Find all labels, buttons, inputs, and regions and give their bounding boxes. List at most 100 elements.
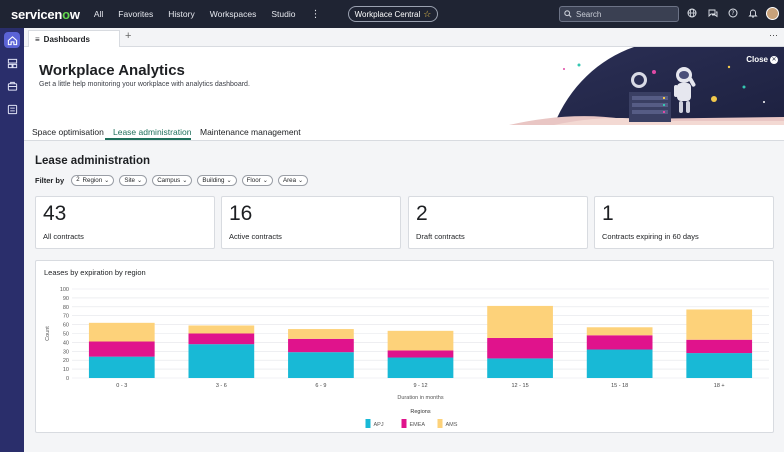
nav-favorites[interactable]: Favorites — [118, 9, 154, 19]
filter-area[interactable]: Area ⌄ — [277, 174, 309, 186]
filter-site[interactable]: Site ⌄ — [119, 174, 148, 186]
bar-segment-apj — [586, 349, 653, 378]
kpi-label: Draft contracts — [416, 232, 465, 241]
y-tick-label: 0 — [66, 376, 69, 382]
bar-segment-ams — [586, 327, 653, 336]
filter-region-count: 2 — [76, 177, 80, 183]
filter-floor-label: Floor — [246, 176, 261, 184]
x-tick-label: 6 - 9 — [315, 383, 326, 389]
kpi-value: 16 — [229, 202, 253, 225]
legend-label-emea: EMEA — [410, 422, 426, 428]
page-title: Workplace Analytics — [39, 62, 185, 79]
y-tick-label: 60 — [63, 323, 69, 329]
top-navigation-bar: servicenow All Favorites History Workspa… — [0, 0, 784, 28]
bar-segment-apj — [188, 344, 255, 378]
bar-segment-apj — [686, 353, 753, 378]
workspace-pill-label: Workplace Central — [354, 9, 421, 19]
nav-studio[interactable]: Studio — [271, 9, 296, 19]
nav-more-icon[interactable]: ⋮ — [310, 8, 321, 20]
globe-icon[interactable] — [686, 8, 698, 20]
chevron-down-icon: ⌄ — [104, 176, 110, 184]
x-tick-label: 12 - 15 — [512, 383, 529, 389]
nav-workspaces[interactable]: Workspaces — [209, 9, 257, 19]
x-tick-label: 9 - 12 — [413, 383, 427, 389]
y-tick-label: 100 — [60, 287, 69, 293]
bar-segment-emea — [88, 341, 155, 357]
legend-swatch-apj — [365, 419, 371, 428]
nav-history[interactable]: History — [168, 9, 195, 19]
chart-title: Leases by expiration by region — [44, 268, 146, 277]
y-tick-label: 20 — [63, 358, 69, 364]
dashboard-icon[interactable] — [4, 55, 20, 71]
kpi-all-contracts[interactable]: 43 All contracts — [35, 196, 215, 249]
filter-building[interactable]: Building ⌄ — [197, 174, 237, 186]
chat-icon[interactable] — [707, 8, 719, 20]
tab-overflow-icon[interactable]: ··· — [769, 30, 778, 40]
nav-all[interactable]: All — [93, 9, 104, 19]
filter-site-label: Site — [124, 176, 135, 184]
close-icon: ✕ — [770, 55, 778, 64]
workspace-pill[interactable]: Workplace Central ☆ — [348, 6, 438, 22]
tab-maintenance-management[interactable]: Maintenance management — [200, 127, 301, 137]
search-input[interactable]: Search — [559, 6, 679, 22]
left-sidebar — [0, 28, 24, 452]
search-placeholder: Search — [576, 9, 602, 19]
main-content: Lease administration Filter by 2 Region … — [24, 141, 784, 452]
tab-lease-administration[interactable]: Lease administration — [113, 127, 192, 137]
bar-segment-emea — [288, 338, 354, 353]
section-tabs: Space optimisation Lease administration … — [24, 125, 784, 141]
add-tab-button[interactable]: + — [125, 30, 132, 42]
y-tick-label: 90 — [63, 296, 69, 302]
tab-dashboards-label: Dashboards — [43, 34, 90, 44]
servicenow-logo[interactable]: servicenow — [11, 7, 80, 22]
home-icon[interactable] — [4, 32, 20, 48]
svg-text:?: ? — [731, 10, 734, 17]
filter-campus[interactable]: Campus ⌄ — [152, 174, 193, 186]
tab-dashboards[interactable]: ≡ Dashboards — [28, 30, 120, 47]
bar-segment-apj — [288, 352, 354, 378]
inbox-icon[interactable] — [4, 78, 20, 94]
menu-icon: ≡ — [35, 34, 40, 44]
kpi-contracts-expiring[interactable]: 1 Contracts expiring in 60 days — [594, 196, 774, 249]
chevron-down-icon: ⌄ — [298, 176, 304, 184]
list-icon[interactable] — [4, 101, 20, 117]
chart-card: Leases by expiration by region 0 10 20 30 40… — [35, 260, 774, 433]
kpi-label: Contracts expiring in 60 days — [602, 232, 699, 241]
document-tab-bar: ≡ Dashboards + ··· — [24, 28, 784, 47]
filter-region-label: Region — [82, 176, 103, 184]
bar-segment-ams — [487, 305, 553, 338]
close-button[interactable]: Close ✕ — [746, 55, 778, 64]
tab-space-optimisation[interactable]: Space optimisation — [32, 127, 104, 137]
bar-segment-emea — [487, 337, 553, 359]
x-tick-label: 15 - 18 — [611, 383, 628, 389]
y-tick-label: 80 — [63, 305, 69, 311]
kpi-value: 2 — [416, 202, 428, 225]
kpi-label: All contracts — [43, 232, 84, 241]
hero-illustration — [509, 47, 784, 125]
filter-campus-label: Campus — [157, 176, 181, 184]
bar-segment-apj — [487, 358, 553, 378]
search-icon — [564, 10, 572, 18]
chevron-down-icon: ⌄ — [262, 176, 268, 184]
filter-region[interactable]: 2 Region ⌄ — [71, 174, 115, 186]
bar-segment-emea — [586, 335, 653, 350]
x-tick-label: 3 - 6 — [216, 383, 227, 389]
bell-icon[interactable] — [747, 8, 759, 20]
kpi-active-contracts[interactable]: 16 Active contracts — [221, 196, 401, 249]
kpi-draft-contracts[interactable]: 2 Draft contracts — [408, 196, 588, 249]
hero-banner: Workplace Analytics Get a little help mo… — [24, 47, 784, 125]
help-icon[interactable]: ? — [727, 8, 739, 20]
filter-floor[interactable]: Floor ⌄ — [241, 174, 273, 186]
y-tick-label: 30 — [63, 349, 69, 355]
star-icon[interactable]: ☆ — [423, 8, 432, 19]
bar-segment-ams — [288, 329, 354, 339]
bar-segment-apj — [88, 356, 155, 378]
x-tick-label: 18 + — [714, 383, 725, 389]
y-axis-label: Count — [45, 326, 51, 341]
user-avatar[interactable] — [766, 7, 779, 20]
active-tab-indicator — [105, 138, 191, 140]
bar-segment-ams — [686, 309, 753, 340]
x-tick-label: 0 - 3 — [116, 383, 127, 389]
bar-segment-emea — [686, 339, 753, 354]
bar-segment-ams — [387, 330, 454, 351]
